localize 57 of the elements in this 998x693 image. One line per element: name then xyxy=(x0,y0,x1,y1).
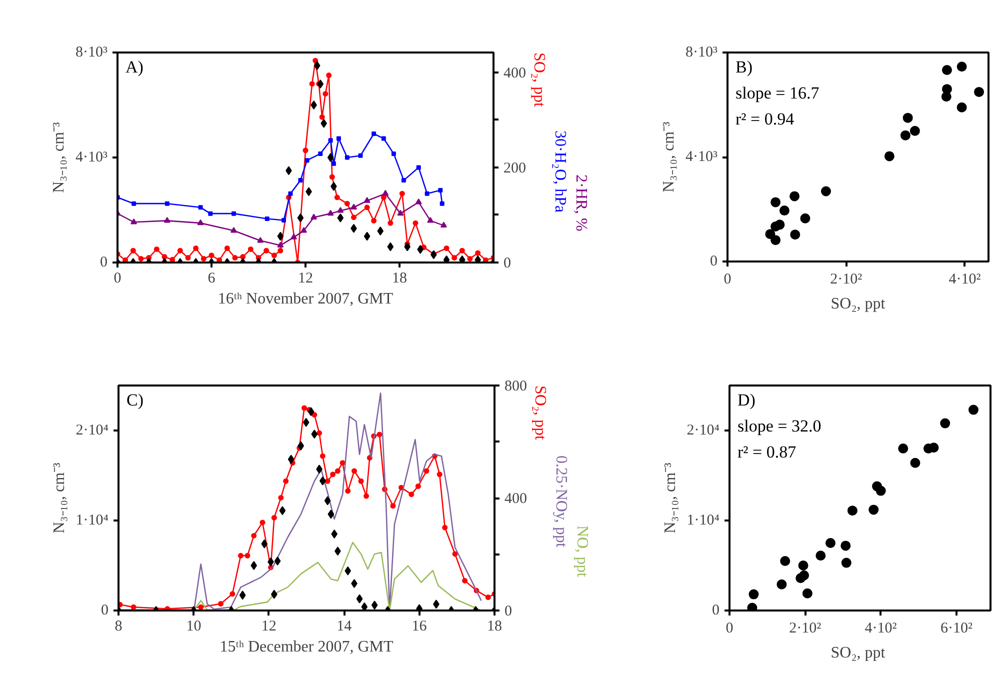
text: NO, ppt xyxy=(574,526,590,578)
y-tick-label: 2·10⁴ xyxy=(686,422,720,438)
y-axis-title: N₃₋₁₀, cm⁻³ xyxy=(50,462,68,534)
x-axis-title: 15ᵗʰ December 2007, GMT xyxy=(220,638,394,656)
text: 0.25·NOy, ppt xyxy=(552,456,570,548)
x-tick-label: 14 xyxy=(336,618,352,634)
x-tick-label: 6·10² xyxy=(940,620,973,636)
x-tick-label: 12 xyxy=(261,618,276,634)
annotation: slope = 16.7 xyxy=(736,84,820,102)
y-axis-title: N₃₋₁₀, cm⁻³ xyxy=(662,462,679,534)
x-axis-title: 16ᵗʰ November 2007, GMT xyxy=(218,290,394,308)
annotation: r² = 0.94 xyxy=(736,110,795,128)
text: 30·H₂O, hPa xyxy=(552,130,568,213)
y-tick-label: 8·10³ xyxy=(686,44,718,60)
y-tick-label: 0 xyxy=(100,254,108,270)
text: 2·HR, % xyxy=(572,174,590,232)
x-tick-label: 4·10² xyxy=(864,620,898,636)
y-tick-label: 4·10³ xyxy=(76,150,108,166)
x-axis-title: SO₂, ppt xyxy=(830,296,886,312)
y-tick-label: 4·10³ xyxy=(686,149,718,165)
y2-tick-label: 800 xyxy=(504,378,527,394)
annotation: C) xyxy=(126,390,144,410)
y-tick-label: 0 xyxy=(101,602,108,618)
text: SO₂, ppt xyxy=(530,52,548,108)
y-tick-label: 1·10⁴ xyxy=(686,512,720,528)
x-tick-label: 6 xyxy=(208,270,216,286)
x-tick-label: 16 xyxy=(412,618,428,634)
x-tick-label: 18 xyxy=(487,618,502,634)
y2-tick-label: 0 xyxy=(504,604,512,620)
x-tick-label: 0 xyxy=(114,270,122,286)
x-tick-label: 4·10² xyxy=(948,272,982,288)
x-axis-title: SO₂, ppt xyxy=(830,644,886,662)
y-tick-label: 1·10⁴ xyxy=(76,512,109,528)
annotation: r² = 0.87 xyxy=(738,442,797,462)
x-tick-label: 2·10² xyxy=(789,620,822,636)
y-axis-title: N₃₋₁₀, cm⁻³ xyxy=(660,121,678,192)
x-tick-label: 0 xyxy=(724,272,732,288)
x-tick-label: 12 xyxy=(298,270,313,286)
x-tick-label: 0 xyxy=(726,620,734,636)
y-axis-title: N₃₋₁₀, cm⁻³ xyxy=(50,122,68,193)
y-tick-label: 2·10⁴ xyxy=(76,422,109,438)
y-tick-label: 0 xyxy=(710,254,718,270)
y-tick-label: 8·10³ xyxy=(76,44,108,60)
x-tick-label: 2·10² xyxy=(830,272,863,288)
annotation: A) xyxy=(126,58,144,76)
y2-tick-label: 400 xyxy=(504,491,527,507)
y2-tick-label: 0 xyxy=(504,256,511,272)
annotation: B) xyxy=(736,58,752,76)
y-tick-label: 0 xyxy=(712,602,720,618)
y2-tick-label: 200 xyxy=(504,160,526,176)
text: SO₂, ppt xyxy=(532,386,548,441)
x-tick-label: 18 xyxy=(392,270,407,286)
annotation: D) xyxy=(738,390,756,410)
x-tick-label: 8 xyxy=(114,618,122,634)
x-tick-label: 10 xyxy=(186,618,202,634)
annotation: slope = 32.0 xyxy=(738,416,822,436)
y2-tick-label: 400 xyxy=(504,65,526,82)
